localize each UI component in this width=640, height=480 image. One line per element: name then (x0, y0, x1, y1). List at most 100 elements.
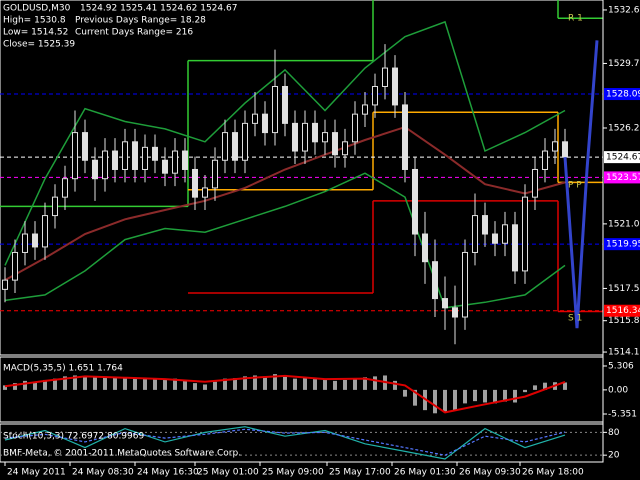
level-label-bg (604, 88, 640, 101)
candle-body (272, 85, 278, 134)
candle-body (422, 233, 428, 263)
price-label: 1521.05 (608, 219, 640, 229)
level-label: 1523.57 (606, 173, 640, 183)
indicator-line (4, 125, 566, 281)
candle-body (522, 196, 528, 272)
level-label: 1519.95 (606, 240, 640, 250)
macd-bar (23, 380, 27, 390)
macd-bar (213, 381, 217, 390)
macd-bar (13, 383, 17, 390)
macd-bar (363, 377, 367, 390)
macd-bar (343, 379, 347, 390)
x-tick-label: 24 May 16:30 (137, 468, 199, 478)
macd-bar (113, 377, 117, 390)
macd-bar (243, 376, 247, 390)
macd-title: MACD(5,35,5) 1.651 1.764 (3, 364, 123, 374)
candle-body (202, 187, 208, 198)
candle-body (352, 113, 358, 143)
level-label-bg (604, 304, 640, 317)
candle-body (542, 150, 548, 170)
level-label-bg (604, 238, 640, 251)
candle-body (382, 67, 388, 87)
candle-body (402, 104, 408, 170)
macd-bar (453, 389, 457, 411)
candle-body (182, 150, 188, 170)
candle-body (512, 224, 518, 272)
stoch-line (4, 426, 566, 460)
macd-bar (3, 385, 7, 390)
macd-bar (163, 379, 167, 390)
candle-body (372, 85, 378, 106)
macd-bar (323, 379, 327, 390)
candle-body (432, 261, 438, 300)
pivot-label: S 1 (568, 314, 582, 324)
candle-body (192, 168, 198, 198)
candle-body (62, 178, 68, 198)
candle-body (142, 146, 148, 170)
candle-body (322, 132, 328, 143)
candle-body (472, 215, 478, 253)
main-plot (0, 0, 603, 345)
candle-body (462, 251, 468, 318)
macd-bar (503, 389, 507, 402)
macd-bar (443, 389, 447, 413)
candle-body (412, 168, 418, 235)
macd-bar (73, 375, 77, 390)
candle-body (132, 141, 138, 170)
pivot-label: P P (568, 181, 582, 191)
macd-bar (513, 389, 517, 403)
macd-bar (493, 389, 497, 404)
candle-body (332, 132, 338, 156)
macd-bar (223, 378, 227, 390)
footer: BMF-Meta, © 2001-2011 MetaQuotes Softwar… (3, 449, 241, 459)
candle-body (102, 150, 108, 180)
macd-bar (93, 377, 97, 390)
price-label: 1526.25 (608, 123, 640, 133)
x-tick-label: 26 May 01:30 (394, 468, 456, 478)
macd-bar (543, 382, 547, 390)
macd-bar (433, 389, 437, 414)
x-tick-label: 24 May 2011 (7, 468, 66, 478)
level-label: 1516.34 (606, 306, 640, 316)
price-label: 1514.10 (608, 348, 640, 358)
candle-body (312, 122, 318, 143)
macd-bar (203, 384, 207, 390)
x-tick-label: 26 May 18:00 (522, 468, 584, 478)
macd-bar (413, 389, 417, 406)
info-prev-range: Previous Days Range= 18.28 (75, 16, 206, 26)
candle-body (252, 113, 258, 124)
macd-bar (183, 380, 187, 390)
candle-body (232, 132, 238, 161)
candle-body (452, 307, 458, 318)
candle-body (552, 141, 558, 152)
price-label: 1517.55 (608, 284, 640, 294)
macd-bar (313, 379, 317, 390)
candle-body (442, 298, 448, 309)
x-tick-label: 26 May 09:30 (459, 468, 521, 478)
macd-bar (373, 376, 377, 390)
info-low: Low= 1514.52 (3, 28, 68, 38)
candle-body (22, 233, 28, 253)
candle-body (172, 150, 178, 174)
candle-body (292, 122, 298, 152)
macd-label: -5.351 (608, 409, 637, 419)
stoch-plot (0, 426, 603, 460)
level-label: 1528.09 (606, 90, 640, 100)
candle-body (72, 132, 78, 180)
macd-bar (523, 389, 527, 393)
level-label-bg (604, 171, 640, 184)
macd-bar (303, 378, 307, 390)
stoch-label: 80 (608, 428, 620, 438)
macd-bar (463, 389, 467, 404)
macd-bar (403, 389, 407, 397)
candle-body (212, 159, 218, 189)
candle-body (262, 113, 268, 134)
candle-body (492, 233, 498, 244)
candle-body (12, 251, 18, 281)
macd-bar (293, 378, 297, 390)
macd-bar (283, 376, 287, 390)
candle-body (122, 141, 128, 170)
candle-body (342, 141, 348, 156)
x-tick-label: 25 May 17:00 (329, 468, 391, 478)
